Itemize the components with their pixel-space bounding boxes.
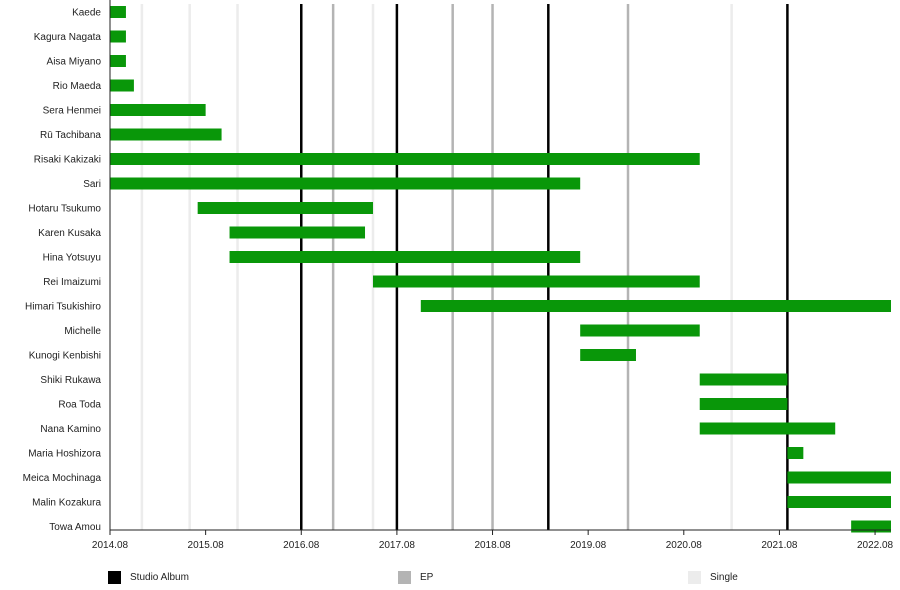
member-label: Karen Kusaka bbox=[38, 228, 101, 239]
member-labels: Kaede Kagura Nagata Aisa Miyano Rio Maeda Se… bbox=[23, 8, 102, 534]
member-bar bbox=[787, 496, 891, 508]
member-label: Michelle bbox=[64, 326, 101, 337]
member-bar bbox=[580, 324, 700, 337]
member-bar bbox=[110, 55, 126, 67]
legend-swatch-single bbox=[688, 571, 701, 584]
member-bar bbox=[580, 349, 636, 361]
member-label: Rū Tachibana bbox=[40, 130, 101, 141]
member-label: Rei Imaizumi bbox=[43, 277, 101, 288]
member-label: Himari Tsukishiro bbox=[25, 302, 101, 313]
x-tick-label: 2019.08 bbox=[570, 540, 607, 551]
x-tick-label: 2021.08 bbox=[761, 540, 798, 551]
member-bar bbox=[787, 471, 891, 484]
member-bar bbox=[787, 447, 804, 459]
legend-item-studio-album: Studio Album bbox=[108, 571, 189, 584]
member-label: Aisa Miyano bbox=[47, 57, 102, 68]
legend-label-ep: EP bbox=[420, 572, 434, 583]
member-label: Towa Amou bbox=[49, 522, 101, 533]
release-lines bbox=[140, 4, 789, 530]
member-bar bbox=[420, 300, 891, 312]
member-bar bbox=[110, 30, 126, 43]
member-label: Sari bbox=[83, 179, 101, 190]
legend-item-ep: EP bbox=[398, 571, 433, 584]
time-axis: 2014.08 2015.08 2016.08 2017.08 2018.08 2019.… bbox=[92, 0, 894, 551]
member-label: Maria Hoshizora bbox=[28, 449, 101, 460]
x-tick-label: 2014.08 bbox=[92, 540, 129, 551]
member-label: Malin Kozakura bbox=[32, 498, 101, 509]
member-label: Sera Henmei bbox=[43, 106, 101, 117]
member-bar bbox=[699, 373, 788, 386]
member-bar bbox=[699, 422, 836, 435]
member-label: Risaki Kakizaki bbox=[34, 155, 101, 166]
member-bar bbox=[110, 177, 581, 190]
member-label: Hina Yotsuyu bbox=[43, 253, 101, 264]
x-tick-label: 2020.08 bbox=[666, 540, 703, 551]
member-bar bbox=[372, 275, 700, 288]
member-bar bbox=[110, 128, 222, 141]
member-bar bbox=[110, 6, 126, 18]
member-label: Shiki Rukawa bbox=[40, 375, 101, 386]
x-tick-label: 2017.08 bbox=[379, 540, 416, 551]
legend-label-studio-album: Studio Album bbox=[130, 572, 189, 583]
legend-label-single: Single bbox=[710, 572, 738, 583]
member-label: Nana Kamino bbox=[40, 424, 101, 435]
member-bar bbox=[229, 251, 581, 263]
legend-swatch-studio-album bbox=[108, 571, 121, 584]
member-label: Roa Toda bbox=[58, 400, 101, 411]
member-bar bbox=[851, 520, 891, 533]
member-bar bbox=[110, 104, 206, 116]
member-label: Kunogi Kenbishi bbox=[29, 351, 101, 362]
member-label: Kagura Nagata bbox=[34, 32, 102, 43]
x-tick-label: 2022.08 bbox=[857, 540, 894, 551]
x-tick-label: 2016.08 bbox=[283, 540, 320, 551]
member-bar bbox=[197, 202, 373, 214]
legend-item-single: Single bbox=[688, 571, 738, 584]
member-bars bbox=[110, 6, 891, 533]
member-bar bbox=[229, 226, 366, 239]
member-label: Rio Maeda bbox=[53, 81, 102, 92]
x-tick-label: 2015.08 bbox=[188, 540, 225, 551]
legend-swatch-ep bbox=[398, 571, 411, 584]
member-bar bbox=[699, 398, 788, 410]
member-label: Kaede bbox=[72, 8, 101, 19]
x-tick-label: 2018.08 bbox=[474, 540, 511, 551]
member-label: Hotaru Tsukumo bbox=[28, 204, 101, 215]
member-bar bbox=[110, 79, 134, 92]
member-bar bbox=[110, 153, 700, 165]
member-label: Meica Mochinaga bbox=[23, 473, 102, 484]
legend: Studio Album EP Single bbox=[0, 571, 900, 589]
